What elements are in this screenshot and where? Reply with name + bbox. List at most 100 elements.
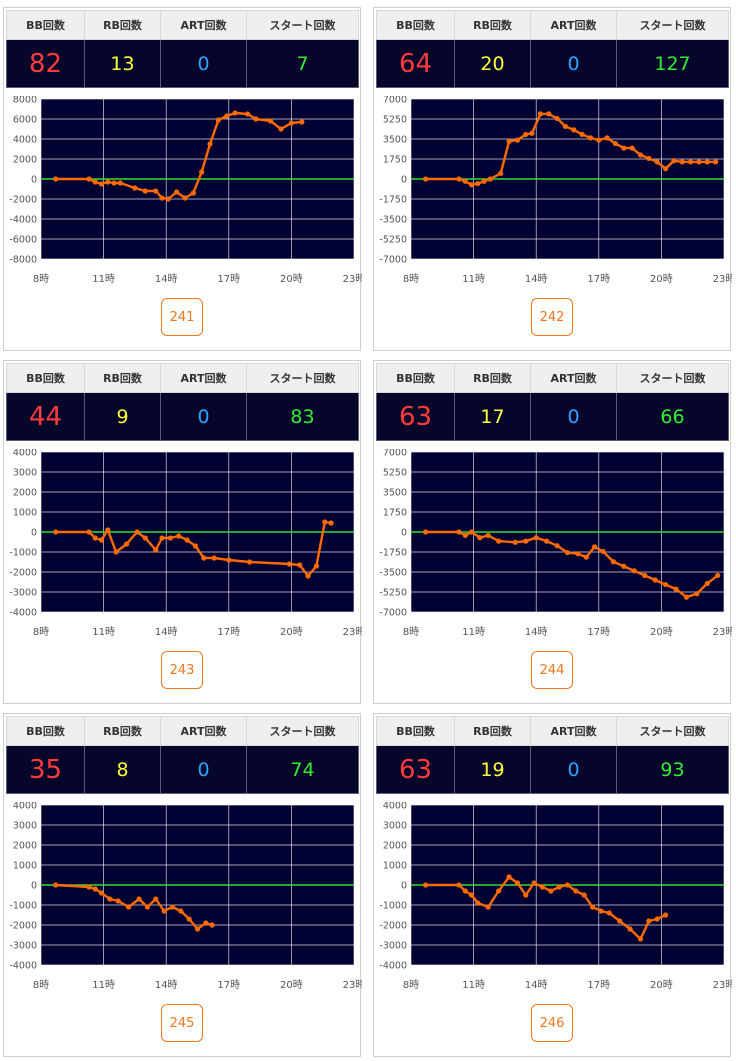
data-point <box>485 904 491 910</box>
art-header: ART回数 <box>530 716 617 746</box>
y-tick-label: 0 <box>401 175 407 186</box>
x-tick-label: 14時 <box>525 979 548 991</box>
y-tick-label: 2000 <box>13 488 37 499</box>
data-point <box>115 898 121 904</box>
data-point <box>107 896 113 902</box>
data-point <box>637 152 644 158</box>
bb-header: BB回数 <box>376 363 455 393</box>
data-point <box>182 195 188 201</box>
x-tick-label: 11時 <box>92 273 115 285</box>
data-point <box>176 533 182 539</box>
start-count: 83 <box>246 392 359 441</box>
y-tick-label: -6000 <box>9 235 37 246</box>
start-count: 127 <box>616 39 729 88</box>
data-point <box>468 182 475 188</box>
data-point <box>573 888 579 894</box>
y-tick-label: 6000 <box>13 115 37 126</box>
data-point <box>153 547 159 553</box>
data-point <box>142 188 148 194</box>
x-tick-label: 11時 <box>462 979 485 991</box>
profit-chart: 4000 3000 2000 1000 0 -1000 -2000 -3000 -4000 8時 1… <box>9 449 362 638</box>
data-point <box>523 131 529 138</box>
stats-table: BB回数 RB回数 ART回数 スタート回数 64 20 0 127 <box>376 10 729 88</box>
x-tick-label: 11時 <box>462 273 485 285</box>
data-point <box>529 130 535 136</box>
data-point <box>652 577 658 583</box>
data-point <box>617 918 623 924</box>
data-point <box>462 532 468 539</box>
data-point <box>637 936 644 942</box>
data-point <box>98 181 105 187</box>
machine-number-button[interactable]: 241 <box>161 298 203 336</box>
bb-count: 63 <box>376 745 455 794</box>
data-point <box>704 580 710 587</box>
data-point <box>673 586 679 592</box>
art-header: ART回数 <box>160 716 247 746</box>
profit-chart: 7000 5250 3500 1750 0 -1750 -3500 -5250 -7000 8時 1… <box>379 449 732 638</box>
data-point <box>161 908 167 914</box>
profit-chart: 7000 5250 3500 1750 0 -1750 -3500 -5250 -7000 8時 1… <box>379 96 732 285</box>
machine-number-button[interactable]: 244 <box>531 651 573 689</box>
data-point <box>523 538 529 544</box>
profit-chart: 4000 3000 2000 1000 0 -1000 -2000 -3000 -4000 8時 1… <box>9 802 362 991</box>
data-point <box>132 185 138 191</box>
data-point <box>548 888 554 894</box>
y-tick-label: 7000 <box>383 96 407 106</box>
bb-count: 63 <box>376 392 455 441</box>
data-point <box>190 190 196 196</box>
data-point <box>671 158 677 164</box>
data-point <box>487 176 493 182</box>
y-tick-label: -7000 <box>379 608 407 619</box>
bb-header: BB回数 <box>6 10 85 40</box>
data-point <box>247 559 253 565</box>
data-point <box>288 120 294 126</box>
data-point <box>167 535 173 541</box>
data-point <box>267 118 274 124</box>
x-tick-label: 14時 <box>525 626 548 638</box>
bb-header: BB回数 <box>376 716 455 746</box>
data-point <box>209 922 215 928</box>
data-point <box>92 179 98 185</box>
data-point <box>514 880 521 886</box>
start-count: 66 <box>616 392 729 441</box>
rb-header: RB回数 <box>454 716 531 746</box>
data-point <box>297 562 303 568</box>
x-tick-label: 20時 <box>650 626 673 638</box>
machine-number-button[interactable]: 242 <box>531 298 573 336</box>
x-tick-label: 8時 <box>403 273 419 285</box>
y-tick-label: 2000 <box>13 155 37 166</box>
data-point <box>136 896 142 902</box>
art-count: 0 <box>530 39 617 88</box>
start-header: スタート回数 <box>246 716 359 746</box>
data-point <box>662 166 669 172</box>
data-point <box>554 115 560 122</box>
data-point <box>546 111 552 117</box>
x-tick-label: 8時 <box>33 979 49 991</box>
data-point <box>53 529 59 535</box>
y-tick-label: 4000 <box>383 802 407 812</box>
x-tick-label: 11時 <box>92 626 115 638</box>
data-point <box>286 561 292 567</box>
data-point <box>506 874 512 880</box>
art-count: 0 <box>530 745 617 794</box>
y-tick-label: -5250 <box>379 235 407 246</box>
machine-card: BB回数 RB回数 ART回数 スタート回数 35 8 0 74 245 4000 3000 2000… <box>3 713 362 1057</box>
data-point <box>610 559 617 565</box>
x-tick-label: 23時 <box>343 273 362 285</box>
data-point <box>688 159 694 165</box>
data-point <box>123 541 130 547</box>
machine-number-button[interactable]: 243 <box>161 651 203 689</box>
y-tick-label: -1750 <box>379 548 407 559</box>
data-point <box>523 892 529 898</box>
machine-number-button[interactable]: 245 <box>161 1004 203 1042</box>
data-point <box>556 884 562 890</box>
rb-header: RB回数 <box>84 10 161 40</box>
machine-number-button[interactable]: 246 <box>531 1004 573 1042</box>
data-point <box>468 892 475 898</box>
art-count: 0 <box>160 392 247 441</box>
data-point <box>299 119 305 125</box>
y-tick-label: 1750 <box>383 155 407 166</box>
data-point <box>662 912 669 918</box>
data-point <box>174 189 180 195</box>
data-point <box>575 551 581 557</box>
